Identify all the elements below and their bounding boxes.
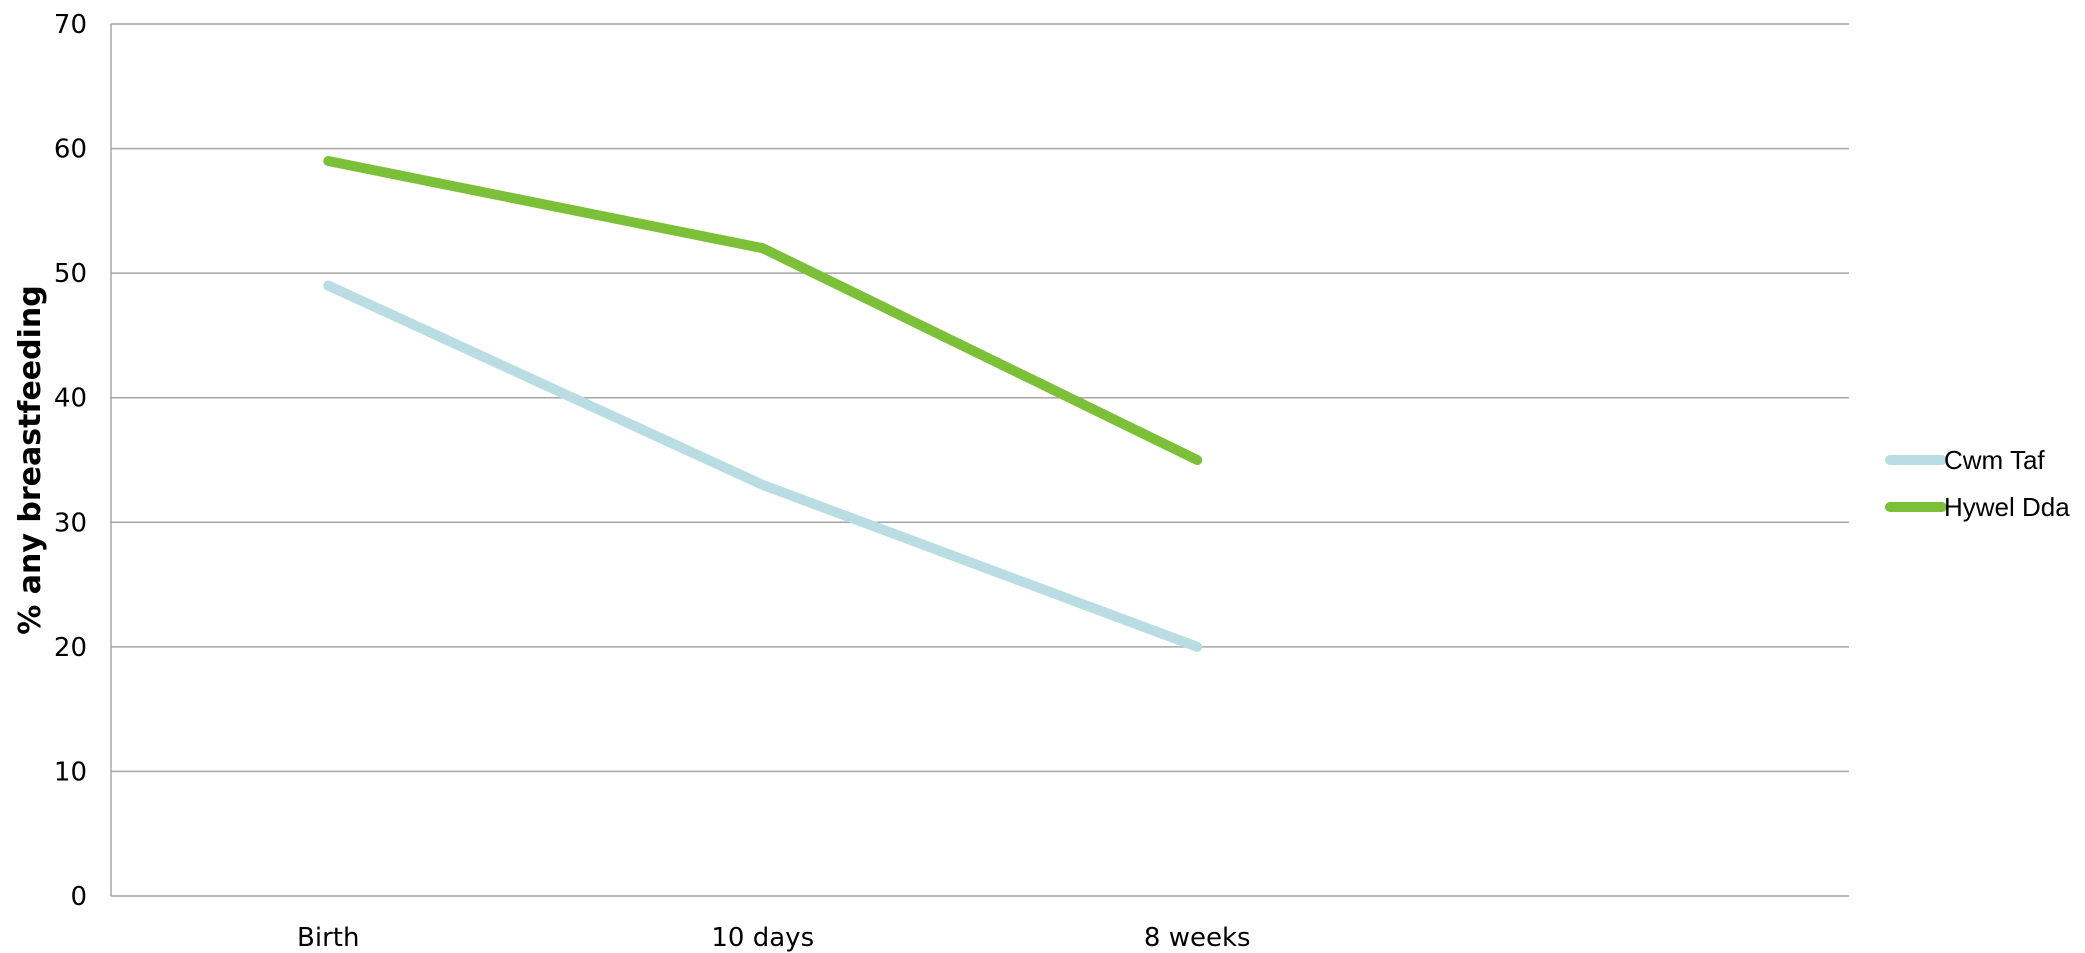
y-axis-title: % any breastfeeding — [13, 285, 48, 635]
series-lines — [323, 156, 1203, 652]
legend-label: Hywel Dda — [1944, 492, 2070, 522]
y-axis-ticks: 0 10 20 30 40 50 60 70 — [54, 10, 87, 912]
legend-label: Cwm Taf — [1944, 445, 2045, 475]
x-tick-label: Birth — [297, 923, 359, 953]
x-tick-label: 8 weeks — [1144, 923, 1251, 953]
y-tick-label: 30 — [54, 508, 87, 538]
y-tick-label: 10 — [54, 757, 87, 787]
data-point — [1196, 459, 1199, 461]
x-tick-label: 10 days — [711, 923, 814, 953]
data-point — [327, 160, 330, 163]
y-tick-label: 0 — [70, 882, 87, 912]
data-point — [327, 284, 330, 287]
legend: Cwm Taf Hywel Dda — [1885, 445, 2070, 522]
series-line — [323, 156, 1203, 465]
y-tick-label: 40 — [54, 384, 87, 414]
y-tick-label: 20 — [54, 633, 87, 663]
y-tick-label: 60 — [54, 135, 87, 165]
series-line — [323, 280, 1203, 652]
data-point — [1196, 645, 1199, 648]
data-point — [761, 247, 764, 250]
gridlines — [110, 23, 1849, 897]
x-axis-ticks: Birth 10 days 8 weeks — [297, 923, 1251, 953]
y-tick-label: 50 — [54, 259, 87, 289]
y-tick-label: 70 — [54, 10, 87, 40]
data-point — [761, 483, 764, 486]
